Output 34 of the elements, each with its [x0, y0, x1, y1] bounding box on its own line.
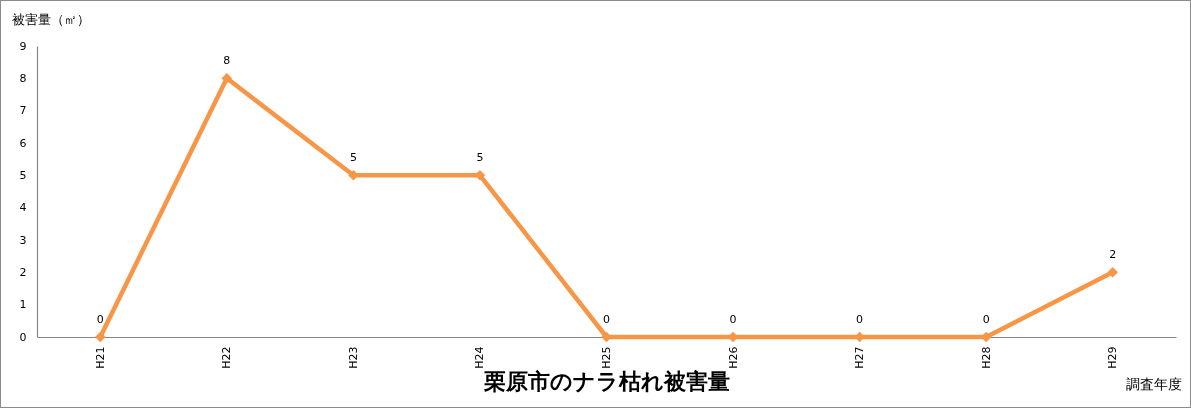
y-tick-label: 2: [19, 265, 27, 279]
x-tick-label: H22: [220, 346, 234, 369]
y-tick-label: 7: [19, 104, 27, 118]
y-tick-label: 0: [19, 330, 27, 344]
text: 栗原市のナラ枯れ被害量: [482, 369, 730, 394]
data-label: 5: [476, 151, 484, 165]
y-tick-label: 3: [19, 233, 27, 247]
data-label: 2: [1109, 248, 1117, 262]
data-label: 0: [729, 313, 737, 326]
y-tick-label: 9: [19, 39, 27, 53]
data-label: 0: [982, 313, 990, 326]
data-label: 8: [223, 54, 231, 68]
x-tick-label: H27: [853, 346, 867, 369]
x-tick-label: H29: [1106, 346, 1120, 369]
x-tick-label: H28: [979, 346, 993, 369]
y-axis-title: 被害量（㎡）: [11, 11, 90, 27]
y-tick-label: 8: [19, 71, 27, 85]
y-tick-label: 4: [19, 201, 27, 215]
y-tick-label: 6: [19, 136, 27, 150]
point: [95, 331, 106, 343]
x-tick-label: H25: [600, 346, 613, 369]
y-tick-label: 1: [19, 298, 27, 312]
x-tick-label: H24: [473, 346, 487, 369]
x-tick-label: H26: [726, 346, 740, 369]
data-label: 5: [349, 151, 357, 165]
y-tick-label: 5: [19, 168, 27, 182]
point: [1107, 267, 1118, 278]
data-label: 0: [603, 313, 610, 326]
x-axis-title: 調査年度: [1125, 375, 1182, 392]
point: [221, 73, 233, 84]
data-label: 0: [856, 313, 864, 326]
x-tick-label: H21: [93, 346, 107, 369]
x-tick-label: H23: [346, 346, 360, 369]
data-label: 0: [96, 313, 104, 326]
